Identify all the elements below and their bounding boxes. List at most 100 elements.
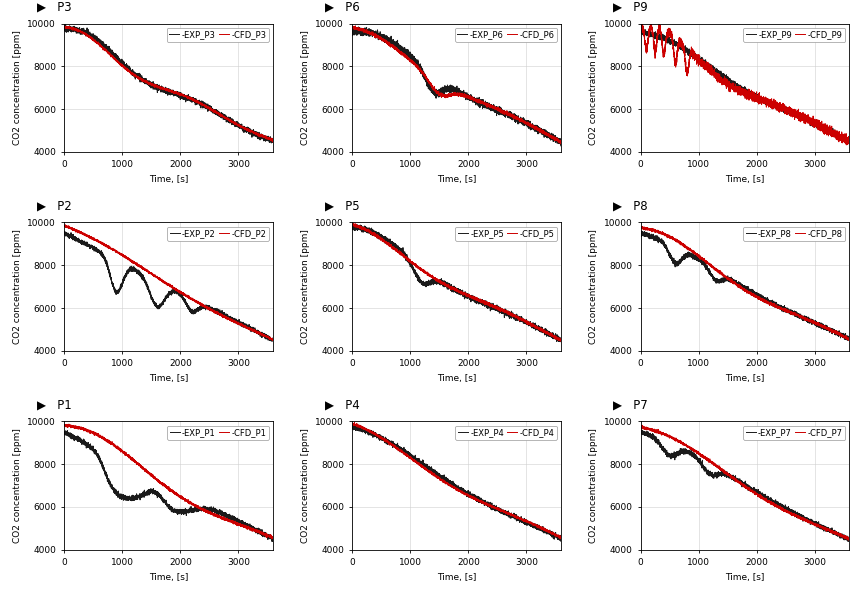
-CFD_P5 xyxy=(555,337,565,345)
-CFD_P6 xyxy=(556,141,566,148)
-EXP_P5 xyxy=(406,261,416,268)
-CFD_P8 xyxy=(765,301,776,308)
Text: ▶   P5: ▶ P5 xyxy=(325,199,360,212)
Line: -CFD_P5: -CFD_P5 xyxy=(353,224,561,341)
-EXP_P6 xyxy=(353,24,364,31)
-EXP_P8 xyxy=(680,252,691,259)
-CFD_P2 xyxy=(189,297,199,304)
-CFD_P7 xyxy=(844,535,855,542)
-EXP_P2 xyxy=(268,337,278,345)
Text: ▶   P2: ▶ P2 xyxy=(37,199,72,212)
-EXP_P2 xyxy=(59,229,69,236)
-CFD_P4 xyxy=(349,419,360,426)
-CFD_P2 xyxy=(59,222,69,229)
-CFD_P7 xyxy=(765,498,776,505)
Line: -CFD_P4: -CFD_P4 xyxy=(353,423,561,539)
-EXP_P2 xyxy=(118,277,128,284)
-CFD_P9 xyxy=(694,58,704,65)
-EXP_P1 xyxy=(59,430,69,437)
-EXP_P2 xyxy=(189,308,199,315)
Y-axis label: CO2 concentration [ppm]: CO2 concentration [ppm] xyxy=(589,229,598,344)
-EXP_P7 xyxy=(636,427,646,434)
-CFD_P2 xyxy=(268,337,278,344)
Text: ▶   P3: ▶ P3 xyxy=(37,1,72,14)
-CFD_P7 xyxy=(637,422,647,429)
-CFD_P5 xyxy=(474,297,484,304)
X-axis label: Time, [s]: Time, [s] xyxy=(725,374,764,382)
Text: ▶   P9: ▶ P9 xyxy=(613,1,649,14)
Line: -EXP_P1: -EXP_P1 xyxy=(64,431,273,541)
-EXP_P5 xyxy=(351,221,361,228)
-CFD_P1 xyxy=(118,448,128,455)
-EXP_P3 xyxy=(266,139,276,147)
-EXP_P3 xyxy=(248,126,258,133)
-EXP_P5 xyxy=(477,299,487,306)
-CFD_P5 xyxy=(406,259,416,267)
-EXP_P4 xyxy=(536,525,547,532)
-CFD_P8 xyxy=(680,243,691,250)
-CFD_P4 xyxy=(556,535,566,543)
-CFD_P5 xyxy=(477,299,487,306)
Line: -EXP_P7: -EXP_P7 xyxy=(641,430,849,541)
-EXP_P1 xyxy=(185,508,196,515)
-EXP_P9 xyxy=(694,53,704,60)
-EXP_P5 xyxy=(392,245,402,252)
Y-axis label: CO2 concentration [ppm]: CO2 concentration [ppm] xyxy=(301,30,310,145)
-CFD_P9 xyxy=(636,25,646,33)
-CFD_P4 xyxy=(556,533,566,540)
-EXP_P7 xyxy=(637,427,648,434)
-EXP_P4 xyxy=(474,495,484,502)
-EXP_P8 xyxy=(843,337,853,344)
-CFD_P7 xyxy=(825,527,835,534)
Legend: -EXP_P6, -CFD_P6: -EXP_P6, -CFD_P6 xyxy=(455,28,557,42)
-CFD_P1 xyxy=(189,502,199,509)
-CFD_P1 xyxy=(268,534,278,541)
Legend: -EXP_P1, -CFD_P1: -EXP_P1, -CFD_P1 xyxy=(167,426,269,440)
-EXP_P8 xyxy=(765,298,776,306)
-CFD_P3 xyxy=(189,97,199,104)
-EXP_P7 xyxy=(844,537,855,544)
-CFD_P3 xyxy=(59,22,69,29)
-EXP_P3 xyxy=(189,98,199,105)
-EXP_P6 xyxy=(477,100,487,107)
-EXP_P5 xyxy=(556,337,566,344)
-EXP_P8 xyxy=(694,255,704,262)
-CFD_P3 xyxy=(185,95,196,102)
-CFD_P7 xyxy=(844,535,855,543)
-EXP_P1 xyxy=(104,478,114,485)
-CFD_P3 xyxy=(118,62,128,69)
Y-axis label: CO2 concentration [ppm]: CO2 concentration [ppm] xyxy=(301,229,310,344)
-CFD_P9 xyxy=(844,139,855,147)
Line: -CFD_P2: -CFD_P2 xyxy=(64,225,273,340)
-EXP_P3 xyxy=(60,21,70,28)
-CFD_P9 xyxy=(844,137,855,144)
-CFD_P3 xyxy=(104,49,114,56)
Legend: -EXP_P5, -CFD_P5: -EXP_P5, -CFD_P5 xyxy=(455,227,557,241)
-CFD_P1 xyxy=(185,499,196,506)
X-axis label: Time, [s]: Time, [s] xyxy=(438,175,476,184)
-EXP_P7 xyxy=(765,497,776,504)
X-axis label: Time, [s]: Time, [s] xyxy=(149,374,189,382)
-CFD_P6 xyxy=(556,138,566,145)
-CFD_P1 xyxy=(59,421,69,428)
-EXP_P2 xyxy=(185,309,196,316)
-CFD_P4 xyxy=(556,535,566,542)
Line: -EXP_P8: -EXP_P8 xyxy=(641,231,849,340)
-CFD_P4 xyxy=(474,497,484,504)
-CFD_P7 xyxy=(680,441,691,449)
-EXP_P5 xyxy=(536,326,547,333)
-EXP_P6 xyxy=(556,139,566,147)
Y-axis label: CO2 concentration [ppm]: CO2 concentration [ppm] xyxy=(589,30,598,145)
Text: ▶   P6: ▶ P6 xyxy=(325,1,360,14)
-CFD_P9 xyxy=(636,18,646,25)
-EXP_P3 xyxy=(59,25,69,33)
-EXP_P6 xyxy=(406,51,416,59)
Legend: -EXP_P4, -CFD_P4: -EXP_P4, -CFD_P4 xyxy=(455,426,557,440)
Y-axis label: CO2 concentration [ppm]: CO2 concentration [ppm] xyxy=(301,428,310,543)
-EXP_P7 xyxy=(825,529,835,536)
Legend: -EXP_P3, -CFD_P3: -EXP_P3, -CFD_P3 xyxy=(166,28,269,42)
-EXP_P2 xyxy=(248,327,258,335)
Legend: -EXP_P9, -CFD_P9: -EXP_P9, -CFD_P9 xyxy=(743,28,845,42)
-EXP_P5 xyxy=(474,299,484,306)
-CFD_P8 xyxy=(844,337,855,345)
